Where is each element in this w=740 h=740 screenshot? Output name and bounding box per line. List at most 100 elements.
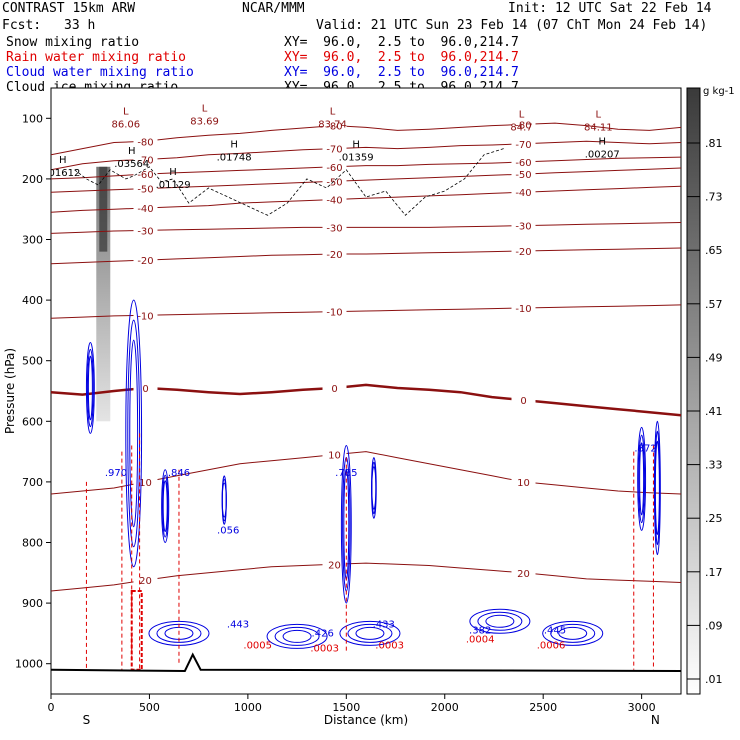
extremum-kind: L <box>330 106 336 117</box>
temp-contour-label-bg <box>322 175 347 188</box>
cloud-water-max: .426 <box>312 628 334 639</box>
cloud-water-contour <box>129 339 139 528</box>
temp-contour-label-bg <box>322 193 347 206</box>
init-time: Init: 12 UTC Sat 22 Feb 14 <box>508 1 712 16</box>
extremum-value: .01129 <box>156 180 191 191</box>
field-snow-xy: XY= 96.0, 2.5 to 96.0,214.7 <box>284 35 519 50</box>
temp-contour-label-bg <box>511 301 536 314</box>
temp-contour-label: -60 <box>515 158 531 169</box>
rain-min: .0005 <box>243 641 272 652</box>
temp-contour-label-bg <box>322 119 347 132</box>
cloud-water-contour <box>282 629 312 643</box>
x-tick-label: 0 <box>48 701 55 714</box>
temp-contour-label: -30 <box>326 223 342 234</box>
temp-contour-label: -30 <box>137 226 153 237</box>
temp-contour-label: -80 <box>326 122 342 133</box>
temp-contour-label-bg <box>322 305 347 318</box>
extremum-value: .01359 <box>339 153 374 164</box>
cloud-water-max: .872 <box>634 444 656 455</box>
x-tick-label: 2500 <box>529 701 557 714</box>
cloud-water-contour <box>653 420 661 556</box>
y-tick-label: 600 <box>22 415 43 428</box>
cloud-water-contour <box>162 474 169 538</box>
temp-contour-label-bg <box>511 219 536 232</box>
cloud-water-contour <box>550 623 596 643</box>
field-cloud-water-xy: XY= 96.0, 2.5 to 96.0,214.7 <box>284 65 519 80</box>
temp-contour-label-bg <box>322 142 347 155</box>
temp-contour-label-bg <box>133 201 158 214</box>
extremum-kind: L <box>123 106 129 117</box>
temp-contour-label: -10 <box>515 304 531 315</box>
extremum-value: .01612 <box>45 168 80 179</box>
extremum-value: 83.69 <box>190 116 219 127</box>
rain-min: .0004 <box>466 634 495 645</box>
extremum-value: .01748 <box>217 153 252 164</box>
cloud-water-contour <box>87 355 93 421</box>
cloud-water-max: .433 <box>373 619 395 630</box>
extremum-kind: L <box>519 109 525 120</box>
cloud-water-contour <box>639 442 645 516</box>
field-rain: Rain water mixing ratio <box>6 50 187 65</box>
temp-contour-label: 0 <box>520 396 526 407</box>
x-axis-title: Distance (km) <box>324 713 408 727</box>
temp-contour-label: -10 <box>326 308 342 319</box>
temp-contour-label: -20 <box>326 250 342 261</box>
temp-contour-label: -70 <box>515 140 531 151</box>
y-tick-label: 900 <box>22 597 43 610</box>
temp-contour-label: -40 <box>137 204 153 215</box>
cloud-water-contour <box>161 469 170 544</box>
extremum-kind: H <box>352 140 360 151</box>
fcst-value: 33 h <box>64 18 96 33</box>
temp-contour-label: 10 <box>517 478 530 489</box>
cloud-water-max: .382 <box>469 625 491 636</box>
cloud-water-max: .970 <box>105 468 127 479</box>
y-tick-label: 400 <box>22 294 43 307</box>
colorbar-tick-label: .01 <box>705 673 723 686</box>
temp-contour-label-bg <box>511 118 536 131</box>
temp-contour-label-bg <box>511 168 536 181</box>
temp-contour-label: -40 <box>515 188 531 199</box>
temp-contour-label-bg <box>133 224 158 237</box>
extremum-kind: H <box>128 146 136 157</box>
field-cloud-water: Cloud water mixing ratio <box>6 65 194 80</box>
temp-contour-label-bg <box>511 186 536 199</box>
y-tick-label: 100 <box>22 112 43 125</box>
extremum-kind: H <box>598 137 606 148</box>
x-tick-label: 500 <box>139 701 160 714</box>
temp-contour-label: 20 <box>139 576 152 587</box>
cloud-water-contour <box>266 623 328 649</box>
temp-contour-label: 20 <box>517 569 530 580</box>
cloud-water-contour <box>339 620 401 646</box>
extremum-kind: L <box>202 103 208 114</box>
extremum-kind: H <box>169 167 177 178</box>
temp-contour-label-bg <box>133 153 158 166</box>
temp-contour-label-bg <box>322 248 347 261</box>
cloud-water-contour <box>469 608 531 634</box>
temp-contour-label: -70 <box>137 156 153 167</box>
extremum-kind: H <box>230 140 238 151</box>
colorbar-tick-label: .81 <box>705 137 723 150</box>
cloud-water-contour <box>340 445 352 604</box>
extremum-value: 83.74 <box>318 119 347 130</box>
colorbar-tick-label: .49 <box>705 351 723 364</box>
cloud-water-contour <box>637 426 647 531</box>
temp-contour-label-bg <box>133 182 158 195</box>
rain-min: .0006 <box>537 641 566 652</box>
cloud-water-contour <box>347 623 393 643</box>
cloud-water-contour <box>542 620 604 646</box>
cloud-water-max: .445 <box>544 625 566 636</box>
colorbar-tick-label: .09 <box>705 619 723 632</box>
cloud-water-contour <box>125 299 143 568</box>
temp-contour-label-bg <box>133 254 158 267</box>
temp-contour-label: -50 <box>326 177 342 188</box>
temp-contour-label: -60 <box>137 170 153 181</box>
cloud-water-contour <box>638 434 646 524</box>
temp-contour-label-bg <box>322 221 347 234</box>
cloud-water-contour <box>274 626 320 646</box>
terrain-line <box>51 652 681 672</box>
temp-contour-label-bg <box>322 558 347 571</box>
temp-contour-label-bg <box>511 566 536 579</box>
cloud-water-max: .846 <box>168 468 190 479</box>
temp-contour-label: 0 <box>142 384 148 395</box>
